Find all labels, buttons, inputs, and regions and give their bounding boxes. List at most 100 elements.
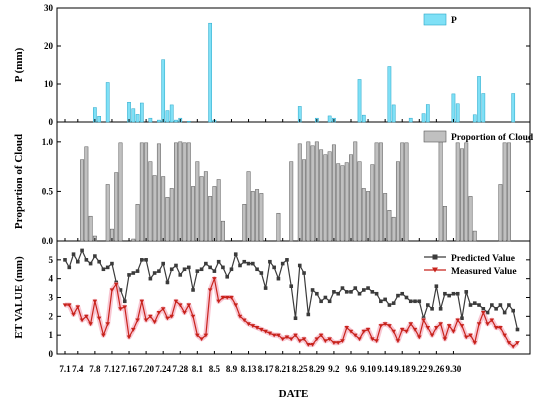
measured-point-12	[113, 282, 119, 287]
predicted-point-10	[105, 265, 110, 270]
x-tick-label-16: 9.2	[328, 364, 340, 374]
cloud-bar-94	[464, 142, 469, 242]
measured-point-93	[459, 324, 465, 328]
measured-point-43	[246, 322, 251, 327]
measured-point-101	[493, 326, 499, 330]
measured-point-81	[408, 322, 414, 327]
predicted-point-76	[387, 303, 392, 307]
measured-point-6	[88, 322, 93, 327]
measured-point-82	[412, 327, 418, 332]
predicted-point-99	[485, 310, 490, 315]
predicted-point-58	[310, 288, 315, 292]
predicted-point-106	[515, 327, 520, 332]
measured-point-85	[425, 326, 431, 330]
cloud-bar-24	[165, 197, 170, 242]
measured-point-29	[186, 303, 192, 308]
measured-point-55	[297, 339, 303, 344]
measured-point-14	[122, 305, 128, 310]
legend-label-cloud: Proportion of Cloud	[451, 133, 534, 143]
predicted-point-5	[84, 258, 89, 262]
predicted-point-43	[246, 261, 251, 266]
y-axis-title-1: P (mm)	[13, 47, 25, 82]
measured-point-69	[357, 337, 362, 342]
legend-label-p: P	[451, 16, 457, 26]
measured-point-32	[199, 337, 204, 342]
predicted-point-28	[182, 267, 187, 272]
measured-point-90	[446, 324, 452, 328]
x-tick-label-20: 9.18	[394, 364, 410, 374]
cloud-bar-16	[131, 238, 136, 242]
p-bar-91	[451, 93, 456, 123]
p-bar-20	[148, 117, 153, 123]
measured-point-87	[434, 326, 439, 330]
y-tick-label-2-0: 0.0	[42, 236, 54, 246]
cloud-bar-78	[395, 161, 400, 242]
measured-point-41	[237, 314, 243, 319]
measured-point-63	[331, 341, 337, 345]
predicted-point-18	[140, 258, 144, 262]
y-tick-label-1-1: 10	[44, 79, 54, 89]
measured-point-86	[429, 333, 435, 338]
legend-marker-predicted	[432, 254, 438, 260]
cloud-bar-53	[289, 161, 294, 242]
predicted-point-48	[268, 259, 272, 264]
cloud-bar-37	[220, 220, 225, 242]
cloud-bar-23	[161, 176, 166, 242]
measured-point-74	[378, 324, 384, 328]
cloud-bar-46	[259, 193, 264, 242]
predicted-point-26	[174, 263, 178, 268]
cloud-bar-13	[118, 142, 123, 242]
measured-point-59	[314, 337, 320, 342]
predicted-point-70	[361, 288, 366, 292]
measured-point-106	[515, 341, 520, 345]
x-tick-label-19: 9.14	[377, 364, 393, 374]
predicted-point-65	[340, 286, 345, 290]
predicted-point-52	[285, 258, 289, 262]
predicted-point-92	[455, 291, 460, 296]
predicted-point-51	[280, 261, 285, 266]
predicted-point-8	[97, 259, 101, 264]
x-tick-label-10: 8.9	[226, 364, 238, 374]
p-bar-18	[139, 102, 144, 123]
measured-point-84	[421, 318, 426, 323]
measured-point-50	[276, 333, 281, 338]
cloud-bar-19	[144, 142, 149, 242]
cloud-bar-36	[216, 179, 221, 242]
cloud-bar-10	[105, 184, 110, 242]
x-tick-label-8: 8.1	[192, 364, 204, 374]
y-tick-label-3-5: 5	[49, 255, 54, 265]
cloud-bar-71	[366, 191, 371, 242]
measured-point-49	[271, 333, 277, 338]
predicted-point-69	[357, 291, 362, 296]
predicted-point-90	[447, 293, 451, 298]
cloud-bar-5	[84, 146, 89, 242]
measured-point-27	[177, 303, 183, 308]
x-tick-label-11: 8.13	[241, 364, 257, 374]
cloud-bar-74	[378, 142, 383, 242]
measured-point-47	[263, 329, 268, 334]
measured-point-18	[139, 299, 145, 304]
predicted-point-21	[152, 271, 157, 275]
cloud-bar-95	[468, 196, 473, 242]
cloud-bar-45	[255, 189, 260, 242]
measured-point-23	[160, 307, 166, 311]
measured-point-57	[306, 342, 311, 347]
measured-point-10	[105, 322, 110, 327]
cloud-bar-18	[139, 142, 144, 242]
predicted-point-29	[186, 265, 191, 270]
predicted-point-23	[161, 261, 165, 266]
predicted-point-2	[71, 252, 76, 256]
cloud-bar-29	[186, 142, 191, 242]
measured-point-15	[126, 335, 132, 340]
y-tick-label-1-0: 0	[49, 117, 54, 127]
cloud-bar-68	[353, 141, 358, 242]
y-tick-label-1-2: 20	[44, 41, 54, 51]
p-bar-25	[169, 104, 174, 123]
measured-point-4	[79, 318, 85, 323]
measured-point-26	[173, 299, 179, 304]
measured-point-33	[203, 333, 209, 338]
predicted-point-36	[216, 259, 221, 264]
measured-point-64	[335, 341, 341, 345]
predicted-point-27	[178, 273, 183, 277]
measured-point-71	[365, 327, 371, 332]
